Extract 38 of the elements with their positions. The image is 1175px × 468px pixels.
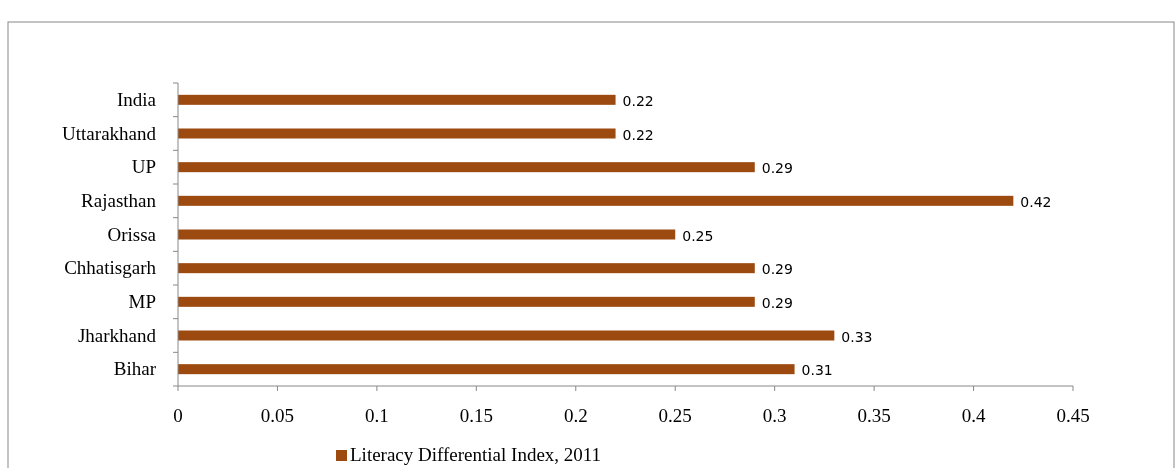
bar bbox=[178, 195, 1014, 206]
x-tick-label: 0.4 bbox=[961, 405, 986, 426]
data-label: 0.25 bbox=[682, 227, 714, 244]
y-tick-label: UP bbox=[131, 156, 156, 178]
data-label: 0.29 bbox=[761, 160, 793, 177]
x-tick-label: 0.05 bbox=[260, 405, 295, 426]
bar bbox=[178, 330, 835, 341]
bar bbox=[178, 128, 616, 139]
y-tick-label: India bbox=[116, 88, 157, 110]
bar bbox=[178, 94, 616, 105]
x-tick-label: 0.45 bbox=[1056, 405, 1090, 426]
data-label: 0.29 bbox=[761, 294, 793, 311]
y-tick-label: Rajasthan bbox=[81, 189, 157, 211]
data-label: 0.31 bbox=[801, 362, 833, 379]
bar bbox=[178, 296, 755, 307]
x-tick-label: 0.3 bbox=[762, 405, 787, 426]
data-label: 0.22 bbox=[622, 126, 654, 143]
data-label: 0.33 bbox=[841, 328, 873, 345]
y-tick-label: Orissa bbox=[107, 223, 157, 245]
bar bbox=[178, 162, 755, 173]
y-tick-label: MP bbox=[128, 290, 156, 312]
x-tick-label: 0.15 bbox=[459, 405, 493, 426]
y-tick-label: Bihar bbox=[113, 358, 157, 380]
x-tick-label: 0 bbox=[173, 405, 183, 426]
x-tick-label: 0.35 bbox=[857, 405, 891, 426]
x-tick-label: 0.1 bbox=[365, 405, 389, 426]
bar bbox=[178, 364, 795, 375]
y-tick-label: Uttarakhand bbox=[62, 122, 157, 144]
bar bbox=[178, 229, 676, 240]
data-label: 0.22 bbox=[622, 92, 654, 109]
bar bbox=[178, 263, 755, 274]
data-label: 0.29 bbox=[761, 261, 793, 278]
legend-label: Literacy Differential Index, 2011 bbox=[350, 444, 602, 465]
x-tick-label: 0.25 bbox=[658, 405, 692, 426]
x-tick-label: 0.2 bbox=[563, 405, 588, 426]
data-label: 0.42 bbox=[1020, 193, 1052, 210]
y-tick-label: Chhatisgarh bbox=[64, 257, 157, 279]
y-tick-label: Jharkhand bbox=[77, 324, 157, 346]
